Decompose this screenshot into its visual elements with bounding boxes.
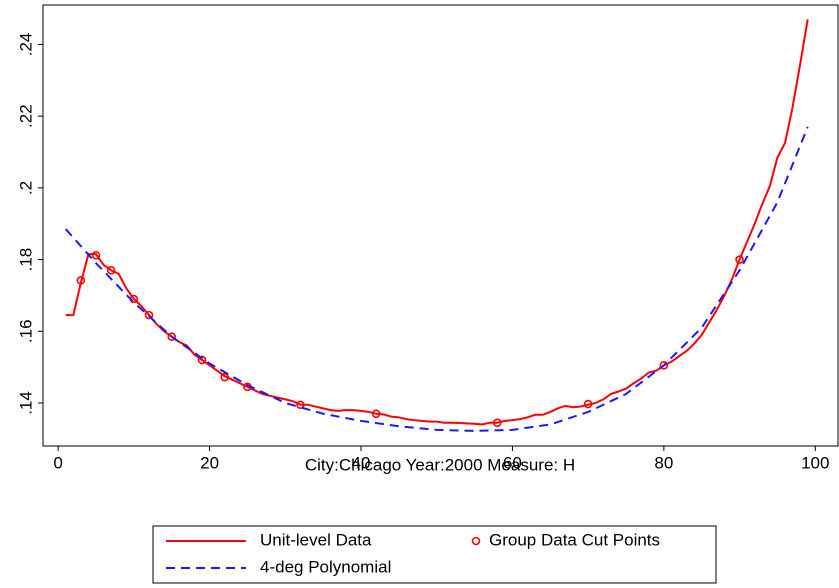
x-tick-label: 60	[503, 453, 522, 472]
data-point	[296, 400, 305, 410]
y-tick-label: .24	[16, 33, 35, 57]
y-tick-label: .16	[16, 319, 35, 343]
data-point	[106, 266, 116, 275]
y-tick-label: .2	[16, 181, 35, 195]
legend-label: Unit-level Data	[260, 530, 372, 549]
data-point	[735, 255, 744, 264]
x-tick-label: 100	[801, 453, 829, 472]
data-point	[76, 276, 86, 285]
x-axis-title: City:Chicago Year:2000 Measure: H	[305, 455, 575, 474]
legend-label: Group Data Cut Points	[489, 530, 660, 549]
x-tick-label: 0	[53, 453, 62, 472]
legend-key	[471, 536, 481, 546]
y-tick-label: .18	[16, 248, 35, 272]
y-tick-label: .14	[16, 391, 35, 415]
data-point	[492, 418, 502, 427]
x-tick-label: 80	[654, 453, 673, 472]
data-point	[167, 332, 177, 341]
legend-box	[152, 525, 717, 584]
y-tick-label: .22	[16, 104, 35, 128]
data-point	[371, 409, 381, 419]
x-tick-label: 40	[352, 453, 371, 472]
data-point	[144, 310, 154, 320]
data-point	[659, 361, 669, 370]
data-point	[583, 399, 593, 409]
data-point	[197, 355, 207, 365]
legend-label: 4-deg Polynomial	[260, 557, 391, 576]
x-tick-label: 20	[200, 453, 219, 472]
series-line	[64, 126, 809, 432]
data-point	[91, 250, 101, 260]
data-point	[220, 372, 230, 382]
plot-frame	[42, 4, 839, 447]
